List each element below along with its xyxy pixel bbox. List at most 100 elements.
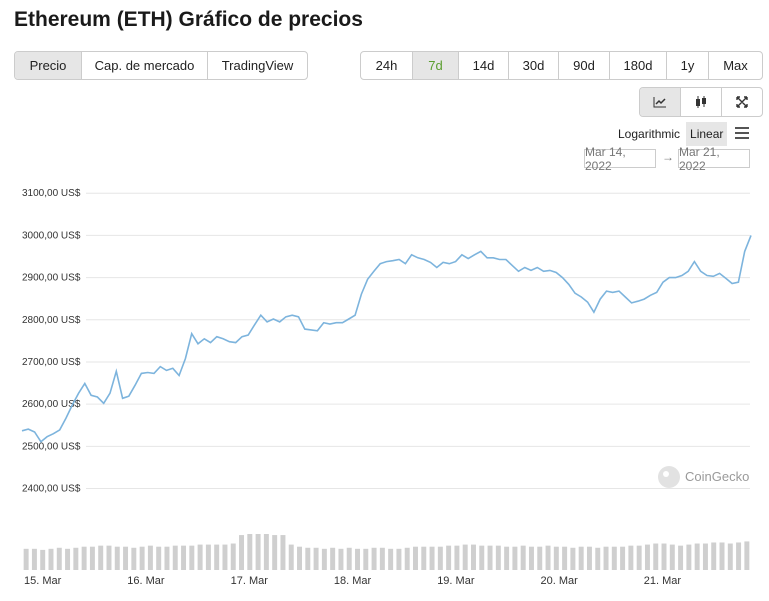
volume-bar: [214, 544, 220, 570]
range-button[interactable]: 1y: [666, 52, 708, 79]
range-group: 24h 7d 14d 30d 90d 180d 1y Max: [360, 51, 763, 80]
x-tick-label: 20. Mar: [541, 575, 579, 587]
range-button[interactable]: 14d: [458, 52, 508, 79]
watermark-text: CoinGecko: [685, 469, 749, 484]
volume-bar: [446, 545, 452, 570]
y-tick-label: 2700,00 US$: [22, 357, 81, 368]
scale-option[interactable]: Linear: [686, 122, 728, 146]
scale-group: Logarithmic Linear: [614, 122, 728, 146]
volume-bar: [653, 543, 659, 570]
volume-bar: [429, 546, 435, 570]
tab-button[interactable]: TradingView: [207, 52, 307, 79]
volume-bar: [454, 545, 460, 570]
volume-bar: [48, 548, 54, 570]
volume-bar: [172, 545, 178, 570]
volume-bar: [388, 548, 394, 570]
volume-bar: [528, 546, 534, 570]
volume-bar: [570, 547, 576, 570]
volume-bar: [396, 548, 402, 570]
volume-bar: [40, 549, 46, 570]
volume-bar: [147, 545, 153, 570]
x-tick-label: 21. Mar: [644, 575, 682, 587]
range-button[interactable]: 30d: [508, 52, 558, 79]
range-button[interactable]: 90d: [558, 52, 609, 79]
icon: [696, 96, 706, 108]
volume-bar: [495, 545, 501, 570]
x-tick-label: 16. Mar: [127, 575, 165, 587]
range-button[interactable]: 180d: [609, 52, 666, 79]
volume-bar: [156, 546, 162, 570]
tab-button[interactable]: Cap. de mercado: [81, 52, 207, 79]
volume-bar: [711, 542, 717, 570]
menu-icon[interactable]: [734, 126, 750, 140]
y-tick-label: 2600,00 US$: [22, 399, 81, 410]
volume-bar: [288, 544, 294, 570]
volume-bar: [371, 547, 377, 570]
volume-bar: [56, 547, 62, 570]
tab-button[interactable]: Precio: [15, 52, 81, 79]
volume-bar: [744, 541, 750, 570]
volume-bar: [280, 535, 286, 570]
y-tick-label: 2800,00 US$: [22, 315, 81, 326]
volume-bar: [230, 543, 236, 570]
volume-bar: [578, 546, 584, 570]
x-tick-label: 17. Mar: [231, 575, 269, 587]
volume-bar: [694, 543, 700, 570]
volume-bar: [520, 545, 526, 570]
fullscreen-button[interactable]: [721, 88, 762, 116]
volume-bar: [686, 544, 692, 570]
volume-bar: [321, 548, 327, 570]
volume-bar: [114, 546, 120, 570]
volume-bar: [131, 547, 137, 570]
volume-bar: [736, 542, 742, 570]
price-line: [21, 235, 752, 443]
volume-bar: [562, 546, 568, 570]
volume-bar: [355, 548, 360, 570]
volume-bar: [636, 545, 642, 570]
volume-bar: [678, 545, 684, 570]
watermark: CoinGecko: [658, 466, 749, 488]
volume-bar: [205, 544, 211, 570]
volume-bar: [73, 547, 79, 570]
volume-bar: [65, 548, 71, 570]
candle-chart-button[interactable]: [680, 88, 721, 116]
volume-bar: [611, 546, 617, 570]
volume-bar: [330, 547, 336, 570]
volume-bar: [272, 535, 278, 570]
volume-bar: [139, 546, 145, 570]
volume-bar: [338, 548, 344, 570]
volume-bar: [504, 546, 510, 570]
volume-bar: [512, 546, 518, 570]
range-button[interactable]: 24h: [375, 58, 398, 73]
volume-bar: [437, 546, 443, 570]
range-button[interactable]: Max: [708, 52, 762, 79]
date-separator: →: [662, 150, 674, 164]
volume-bar: [620, 546, 626, 570]
volume-bar: [545, 545, 551, 570]
range-button[interactable]: 7d: [412, 52, 458, 79]
scale-option[interactable]: Logarithmic: [618, 127, 681, 141]
volume-bar: [305, 547, 311, 570]
volume-bar: [106, 545, 112, 570]
volume-bar: [346, 547, 352, 570]
x-tick-label: 19. Mar: [437, 575, 475, 587]
volume-bar: [603, 546, 609, 570]
volume-bar: [89, 546, 95, 570]
volume-bar: [363, 548, 369, 570]
volume-bar: [479, 545, 485, 570]
volume-bar: [487, 545, 493, 570]
volume-bar: [189, 545, 195, 570]
volume-bar: [197, 544, 203, 570]
volume-bar: [222, 544, 228, 570]
y-tick-label: 3100,00 US$: [22, 188, 81, 199]
line-chart-button[interactable]: [640, 88, 680, 116]
volume-bar: [263, 534, 269, 570]
y-tick-label: 2900,00 US$: [22, 273, 81, 284]
chart-type-group: [639, 87, 763, 117]
volume-bar: [628, 545, 634, 570]
volume-bar: [404, 547, 410, 570]
volume-bar: [313, 547, 319, 570]
volume-bar: [421, 546, 427, 570]
